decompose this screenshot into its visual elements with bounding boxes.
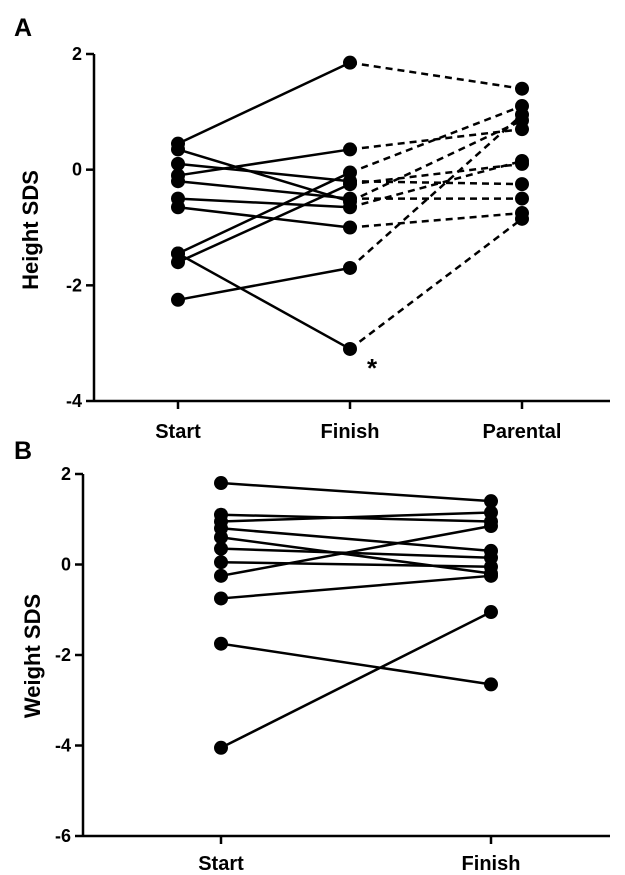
panel-a-series-8-dashed-segment bbox=[349, 104, 523, 174]
panel-b-point-series-8-start bbox=[214, 568, 228, 583]
panel-a-y-tick-label: 2 bbox=[72, 44, 82, 64]
panel-b-series-6-segment bbox=[220, 547, 492, 559]
panel-b-data-points bbox=[214, 476, 498, 755]
panel-a-series-1-segment bbox=[177, 61, 351, 145]
panel-a-point-series-8-finish bbox=[343, 165, 357, 180]
panel-a-x-tick-label: Start bbox=[155, 421, 201, 443]
panel-b-point-series-10-start bbox=[214, 636, 228, 651]
panel-b-series-1-segment bbox=[220, 481, 492, 503]
panel-a-series-10-segment bbox=[177, 252, 351, 351]
panel-b-point-series-8-finish bbox=[484, 519, 498, 534]
panel-a-label: A bbox=[14, 14, 32, 42]
panel-a-point-series-5-start bbox=[171, 156, 185, 171]
panel-a-series-lines bbox=[177, 61, 523, 351]
panel-b-series-11-segment bbox=[220, 610, 492, 749]
panel-a-series-10-dashed-segment bbox=[349, 217, 523, 350]
panel-a-x-tick-label: Parental bbox=[483, 421, 562, 443]
panel-b-series-3-segment bbox=[220, 511, 492, 523]
panel-a-point-series-1-finish bbox=[343, 55, 357, 70]
significance-asterisk: * bbox=[367, 353, 378, 383]
panel-b-series-5-segment bbox=[220, 536, 492, 575]
panel-a-series-3-segment bbox=[177, 148, 351, 203]
panel-a-point-series-4-start bbox=[171, 174, 185, 189]
panel-a-data-points bbox=[171, 55, 529, 356]
panel-b-label: B bbox=[14, 437, 32, 465]
panel-b-weight-chart: B Weight SDS 2 0 -2 -4 -6 Start Finish bbox=[14, 437, 610, 875]
panel-b-point-series-5-start bbox=[214, 530, 228, 545]
panel-a-height-chart: A Height SDS 2 0 -2 -4 Start Finish Parental * bbox=[14, 14, 610, 443]
panel-a-series-11-dashed-segment bbox=[349, 113, 523, 269]
panel-a-point-series-11-start bbox=[171, 292, 185, 307]
panel-a-x-tick-label: Finish bbox=[321, 421, 380, 443]
panel-b-axes: 2 0 -2 -4 -6 Start Finish bbox=[55, 464, 610, 875]
panel-b-y-tick-label: 0 bbox=[61, 555, 71, 575]
panel-b-point-series-1-start bbox=[214, 476, 228, 491]
panel-a-point-series-7-start bbox=[171, 200, 185, 215]
panel-a-point-series-7-finish bbox=[343, 220, 357, 235]
panel-b-point-series-3-finish bbox=[484, 505, 498, 520]
panel-a-series-6-segment bbox=[177, 197, 351, 209]
panel-b-point-series-1-finish bbox=[484, 494, 498, 509]
panel-b-series-4-segment bbox=[220, 527, 492, 553]
panel-a-series-3-dashed-segment bbox=[349, 119, 523, 203]
panel-b-y-tick-label: 2 bbox=[61, 464, 71, 484]
panel-a-point-series-3-start bbox=[171, 142, 185, 157]
panel-a-series-9-dashed-segment bbox=[349, 162, 523, 186]
panel-a-y-tick-label: 0 bbox=[72, 160, 82, 180]
panel-a-point-series-6-finish bbox=[343, 200, 357, 215]
panel-a-point-series-11-finish bbox=[343, 260, 357, 275]
panel-a-point-series-10-parental bbox=[515, 211, 529, 226]
panel-a-point-series-5-parental bbox=[515, 177, 529, 192]
panel-a-series-1-dashed-segment bbox=[349, 61, 523, 90]
panel-b-y-tick-label: -4 bbox=[55, 736, 71, 756]
panel-a-series-11-segment bbox=[177, 266, 351, 302]
panel-a-point-series-4-parental bbox=[515, 191, 529, 206]
panel-b-series-7-segment bbox=[220, 560, 492, 569]
panel-a-series-6-dashed-segment bbox=[349, 159, 523, 209]
panel-a-series-5-segment bbox=[177, 162, 351, 183]
panel-b-point-series-10-finish bbox=[484, 677, 498, 692]
panel-a-axes: 2 0 -2 -4 Start Finish Parental bbox=[66, 44, 610, 443]
panel-b-point-series-6-start bbox=[214, 541, 228, 556]
panel-a-point-series-10-start bbox=[171, 246, 185, 261]
panel-b-x-tick-label: Start bbox=[198, 853, 244, 875]
panel-a-y-tick-label: -4 bbox=[66, 391, 82, 411]
panel-a-point-series-10-finish bbox=[343, 341, 357, 356]
panel-a-series-9-segment bbox=[177, 182, 351, 264]
panel-b-series-lines bbox=[220, 481, 492, 749]
panel-a-y-axis-title: Height SDS bbox=[18, 170, 43, 290]
panel-b-x-tick-label: Finish bbox=[462, 853, 521, 875]
panel-a-series-2-dashed-segment bbox=[349, 127, 523, 151]
panel-a-point-series-11-parental bbox=[515, 107, 529, 122]
panel-a-series-4-segment bbox=[177, 179, 351, 200]
panel-a-y-tick-label: -2 bbox=[66, 275, 82, 295]
panel-a-point-series-2-finish bbox=[343, 142, 357, 157]
panel-a-point-series-9-finish bbox=[343, 177, 357, 192]
panel-a-series-7-segment bbox=[177, 206, 351, 229]
panel-b-series-8-segment bbox=[220, 524, 492, 578]
panel-b-point-series-11-start bbox=[214, 740, 228, 755]
panel-a-point-series-1-parental bbox=[515, 81, 529, 96]
panel-b-series-10-segment bbox=[220, 642, 492, 686]
panel-b-y-tick-label: -2 bbox=[55, 645, 71, 665]
panel-b-point-series-9-finish bbox=[484, 568, 498, 583]
panel-a-series-8-segment bbox=[177, 171, 351, 255]
panel-b-y-tick-label: -6 bbox=[55, 826, 71, 846]
panel-a-series-7-dashed-segment bbox=[349, 211, 523, 229]
panel-b-point-series-7-start bbox=[214, 555, 228, 570]
panel-b-y-axis-title: Weight SDS bbox=[20, 594, 45, 718]
panel-b-series-9-segment bbox=[220, 574, 492, 600]
panel-b-point-series-11-finish bbox=[484, 605, 498, 620]
panel-b-point-series-9-start bbox=[214, 591, 228, 606]
panel-a-point-series-9-parental bbox=[515, 156, 529, 171]
panel-a-series-2-segment bbox=[177, 148, 351, 177]
